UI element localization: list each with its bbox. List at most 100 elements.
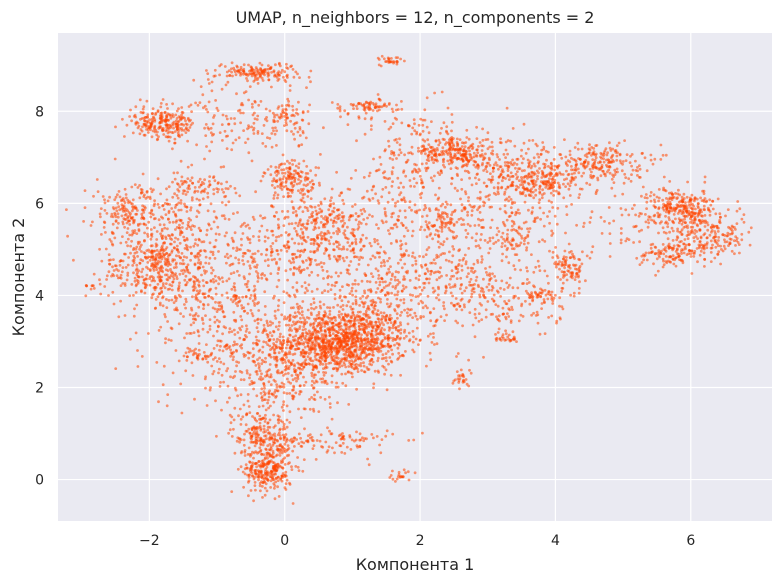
scatter-point bbox=[222, 191, 225, 194]
scatter-point bbox=[323, 354, 326, 357]
scatter-point bbox=[304, 206, 307, 209]
scatter-point bbox=[293, 159, 296, 162]
scatter-point bbox=[238, 194, 241, 197]
scatter-point bbox=[279, 454, 282, 457]
scatter-point bbox=[339, 289, 342, 292]
scatter-point bbox=[161, 205, 164, 208]
scatter-point bbox=[291, 389, 294, 392]
scatter-point bbox=[107, 200, 110, 203]
scatter-point bbox=[330, 196, 333, 199]
scatter-point bbox=[166, 107, 169, 110]
scatter-point bbox=[299, 325, 302, 328]
scatter-point bbox=[335, 382, 338, 385]
scatter-point bbox=[174, 114, 177, 117]
scatter-point bbox=[376, 359, 379, 362]
scatter-point bbox=[358, 325, 361, 328]
scatter-point bbox=[296, 339, 299, 342]
scatter-point bbox=[286, 419, 289, 422]
scatter-point bbox=[184, 119, 187, 122]
scatter-point bbox=[387, 350, 390, 353]
scatter-point bbox=[272, 440, 275, 443]
scatter-point bbox=[369, 341, 372, 344]
scatter-point bbox=[320, 215, 323, 218]
scatter-point bbox=[319, 233, 322, 236]
scatter-point bbox=[149, 259, 152, 262]
scatter-point bbox=[307, 355, 310, 358]
scatter-point bbox=[272, 197, 275, 200]
scatter-point bbox=[341, 364, 344, 367]
scatter-point bbox=[170, 207, 173, 210]
scatter-point bbox=[399, 374, 402, 377]
scatter-point bbox=[372, 351, 375, 354]
scatter-point bbox=[298, 162, 301, 165]
scatter-point bbox=[285, 231, 288, 234]
scatter-point bbox=[276, 79, 279, 82]
scatter-point bbox=[247, 303, 250, 306]
scatter-point bbox=[177, 197, 180, 200]
scatter-point bbox=[233, 286, 236, 289]
scatter-point bbox=[308, 274, 311, 277]
scatter-point bbox=[297, 320, 300, 323]
scatter-point bbox=[270, 473, 273, 476]
scatter-point bbox=[407, 439, 410, 442]
scatter-point bbox=[142, 173, 145, 176]
scatter-point bbox=[266, 402, 269, 405]
scatter-point bbox=[444, 150, 447, 153]
scatter-point bbox=[322, 371, 325, 374]
scatter-point bbox=[281, 406, 284, 409]
scatter-point bbox=[218, 74, 221, 77]
scatter-point bbox=[314, 259, 317, 262]
scatter-point bbox=[261, 64, 264, 67]
scatter-point bbox=[143, 279, 146, 282]
scatter-point bbox=[159, 193, 162, 196]
scatter-point bbox=[394, 202, 397, 205]
scatter-point bbox=[283, 436, 286, 439]
scatter-point bbox=[321, 381, 324, 384]
scatter-point bbox=[234, 71, 237, 74]
scatter-point bbox=[263, 481, 266, 484]
scatter-point bbox=[297, 224, 300, 227]
scatter-point bbox=[326, 216, 329, 219]
scatter-point bbox=[451, 147, 454, 150]
scatter-point bbox=[291, 257, 294, 260]
scatter-point bbox=[299, 218, 302, 221]
scatter-point bbox=[260, 470, 263, 473]
scatter-point bbox=[252, 388, 255, 391]
scatter-point bbox=[287, 381, 290, 384]
scatter-point bbox=[423, 286, 426, 289]
scatter-point bbox=[214, 179, 217, 182]
scatter-point bbox=[361, 104, 364, 107]
scatter-point bbox=[354, 329, 357, 332]
scatter-point bbox=[292, 315, 295, 318]
scatter-point bbox=[357, 223, 360, 226]
scatter-point bbox=[285, 482, 288, 485]
scatter-point bbox=[366, 217, 369, 220]
scatter-point bbox=[206, 72, 209, 75]
scatter-point bbox=[377, 93, 380, 96]
scatter-point bbox=[338, 310, 341, 313]
scatter-point bbox=[214, 99, 217, 102]
scatter-point bbox=[354, 279, 357, 282]
scatter-point bbox=[272, 478, 275, 481]
scatter-point bbox=[335, 257, 338, 260]
scatter-point bbox=[221, 139, 224, 142]
scatter-point bbox=[303, 427, 306, 430]
scatter-point bbox=[301, 321, 304, 324]
scatter-point bbox=[176, 194, 179, 197]
scatter-point bbox=[320, 201, 323, 204]
scatter-point bbox=[218, 65, 221, 68]
scatter-point bbox=[298, 265, 301, 268]
scatter-point bbox=[343, 295, 346, 298]
scatter-point bbox=[131, 230, 134, 233]
scatter-point bbox=[278, 258, 281, 261]
scatter-point bbox=[224, 65, 227, 68]
scatter-point bbox=[273, 215, 276, 218]
scatter-point bbox=[308, 317, 311, 320]
scatter-point bbox=[308, 330, 311, 333]
scatter-point bbox=[267, 64, 270, 67]
scatter-point bbox=[146, 274, 149, 277]
scatter-point bbox=[272, 120, 275, 123]
scatter-point bbox=[263, 74, 266, 77]
scatter-point bbox=[252, 300, 255, 303]
scatter-point bbox=[175, 262, 178, 265]
